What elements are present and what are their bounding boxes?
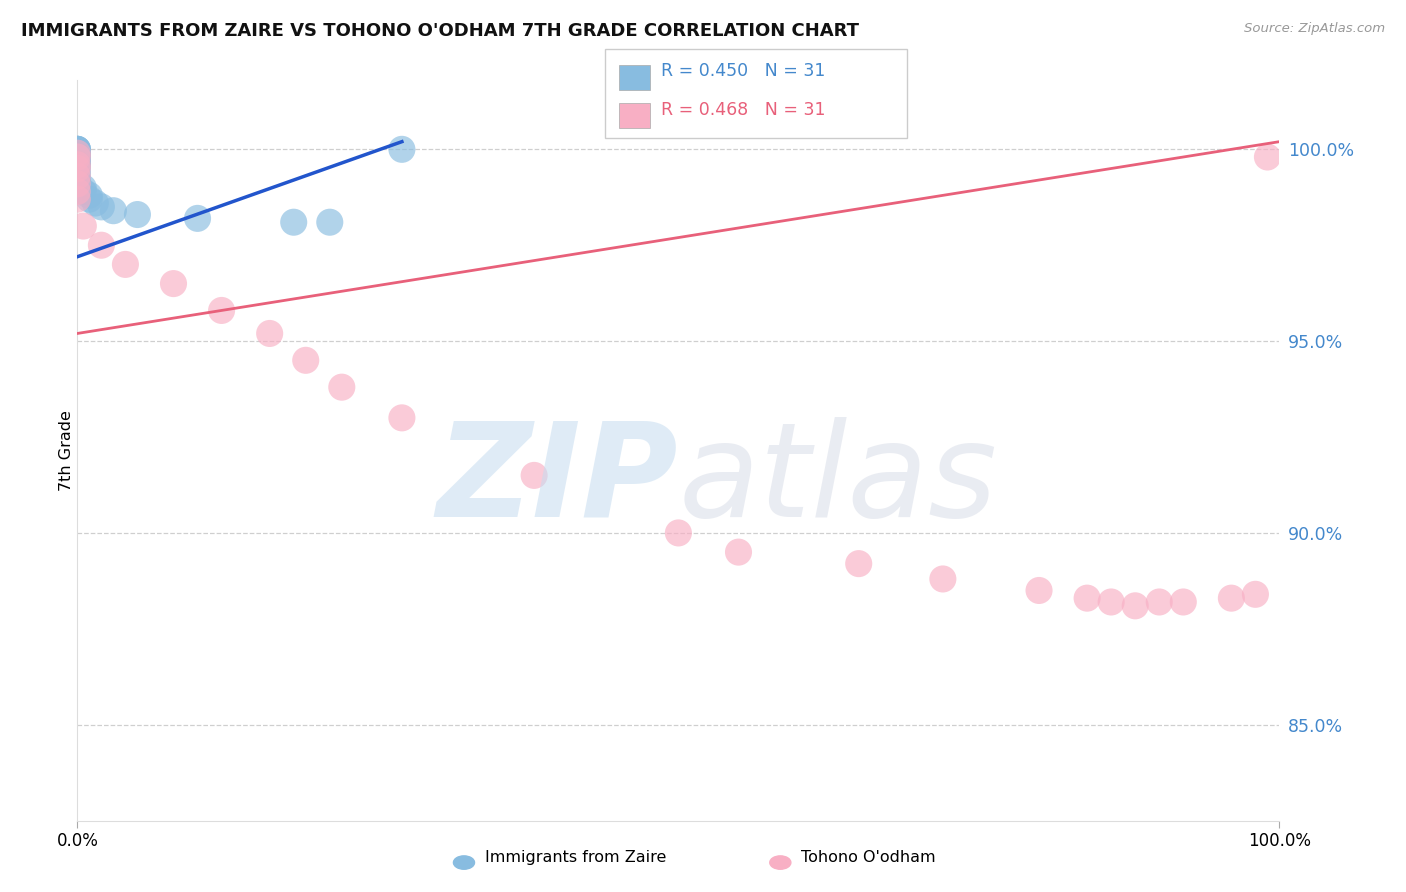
Point	[1149, 595, 1171, 609]
Point	[114, 257, 136, 271]
Point	[66, 177, 89, 191]
Point	[66, 150, 89, 164]
Point	[66, 185, 89, 199]
Point	[66, 150, 89, 164]
Point	[391, 142, 413, 156]
Point	[66, 173, 89, 187]
Point	[259, 326, 281, 341]
Point	[1028, 583, 1050, 598]
Text: Tohono O'odham: Tohono O'odham	[801, 850, 936, 864]
Point	[66, 146, 89, 161]
Point	[848, 557, 870, 571]
Point	[283, 215, 305, 229]
Point	[186, 211, 209, 226]
Point	[72, 219, 94, 233]
Point	[1076, 591, 1098, 606]
Point	[1256, 150, 1278, 164]
Point	[1244, 587, 1267, 601]
Point	[1123, 599, 1146, 613]
Point	[66, 142, 89, 156]
Point	[66, 142, 89, 156]
Point	[1220, 591, 1243, 606]
Point	[66, 146, 89, 161]
Text: R = 0.450   N = 31: R = 0.450 N = 31	[661, 62, 825, 80]
Text: Source: ZipAtlas.com: Source: ZipAtlas.com	[1244, 22, 1385, 36]
Point	[84, 196, 107, 211]
Point	[294, 353, 316, 368]
Point	[90, 238, 112, 252]
Point	[162, 277, 184, 291]
Text: R = 0.468   N = 31: R = 0.468 N = 31	[661, 101, 825, 119]
Point	[66, 153, 89, 168]
Point	[66, 169, 89, 184]
Point	[66, 192, 89, 206]
Point	[66, 158, 89, 172]
Point	[79, 192, 101, 206]
Point	[66, 142, 89, 156]
Point	[319, 215, 342, 229]
Point	[66, 177, 89, 191]
Point	[66, 150, 89, 164]
Point	[72, 185, 94, 199]
Point	[211, 303, 233, 318]
Point	[668, 525, 690, 540]
Point	[103, 203, 125, 218]
Text: ZIP: ZIP	[437, 417, 679, 543]
Point	[66, 146, 89, 161]
Point	[66, 161, 89, 176]
Point	[330, 380, 353, 394]
Text: atlas: atlas	[679, 417, 997, 543]
Point	[66, 158, 89, 172]
Point	[727, 545, 749, 559]
Point	[66, 158, 89, 172]
Text: IMMIGRANTS FROM ZAIRE VS TOHONO O'ODHAM 7TH GRADE CORRELATION CHART: IMMIGRANTS FROM ZAIRE VS TOHONO O'ODHAM …	[21, 22, 859, 40]
Point	[66, 142, 89, 156]
Text: Immigrants from Zaire: Immigrants from Zaire	[485, 850, 666, 864]
Point	[932, 572, 955, 586]
Point	[523, 468, 546, 483]
Point	[66, 165, 89, 179]
Point	[66, 161, 89, 176]
Point	[66, 146, 89, 161]
Point	[66, 153, 89, 168]
Point	[79, 188, 101, 202]
Y-axis label: 7th Grade: 7th Grade	[59, 410, 73, 491]
Point	[1173, 595, 1195, 609]
Point	[1099, 595, 1122, 609]
Point	[127, 208, 149, 222]
Point	[90, 200, 112, 214]
Point	[66, 169, 89, 184]
Point	[72, 180, 94, 194]
Point	[391, 410, 413, 425]
Point	[66, 146, 89, 161]
